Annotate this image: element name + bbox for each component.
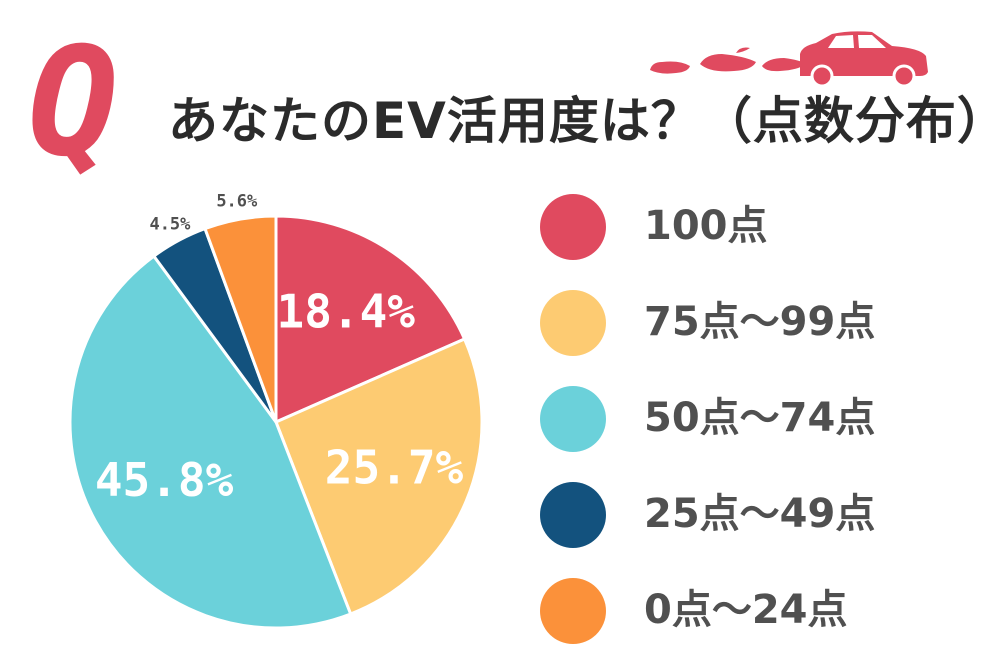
pie-slice-label: 25.7% (325, 440, 464, 494)
legend-swatch (540, 386, 606, 452)
legend-label: 50点〜74点 (644, 395, 876, 441)
legend-item: 100点 (540, 192, 980, 262)
pie-slice (274, 337, 484, 616)
pie-slice (274, 214, 467, 424)
pie-slice-label: 5.6% (216, 191, 258, 211)
legend-item: 0点〜24点 (540, 576, 980, 646)
q-badge: Q (28, 16, 119, 190)
pie-slice (68, 254, 353, 630)
legend-swatch (540, 482, 606, 548)
legend-label: 100点 (644, 203, 768, 249)
pie-slice-label: 4.5% (149, 215, 191, 235)
legend-item: 50点〜74点 (540, 384, 980, 454)
legend-label: 25点〜49点 (644, 491, 876, 537)
car-icon (650, 31, 928, 88)
legend-label: 75点〜99点 (644, 299, 876, 345)
legend-item: 75点〜99点 (540, 288, 980, 358)
legend-swatch (540, 578, 606, 644)
pie-slice (203, 214, 278, 424)
legend-swatch (540, 194, 606, 260)
legend-label: 0点〜24点 (644, 587, 848, 633)
pie-slice-label: 18.4% (277, 285, 416, 339)
pie-slice-label: 45.8% (95, 453, 234, 507)
legend-item: 25点〜49点 (540, 480, 980, 550)
chart-title: あなたのEV活用度は？（点数分布） (168, 92, 1000, 150)
legend-swatch (540, 290, 606, 356)
